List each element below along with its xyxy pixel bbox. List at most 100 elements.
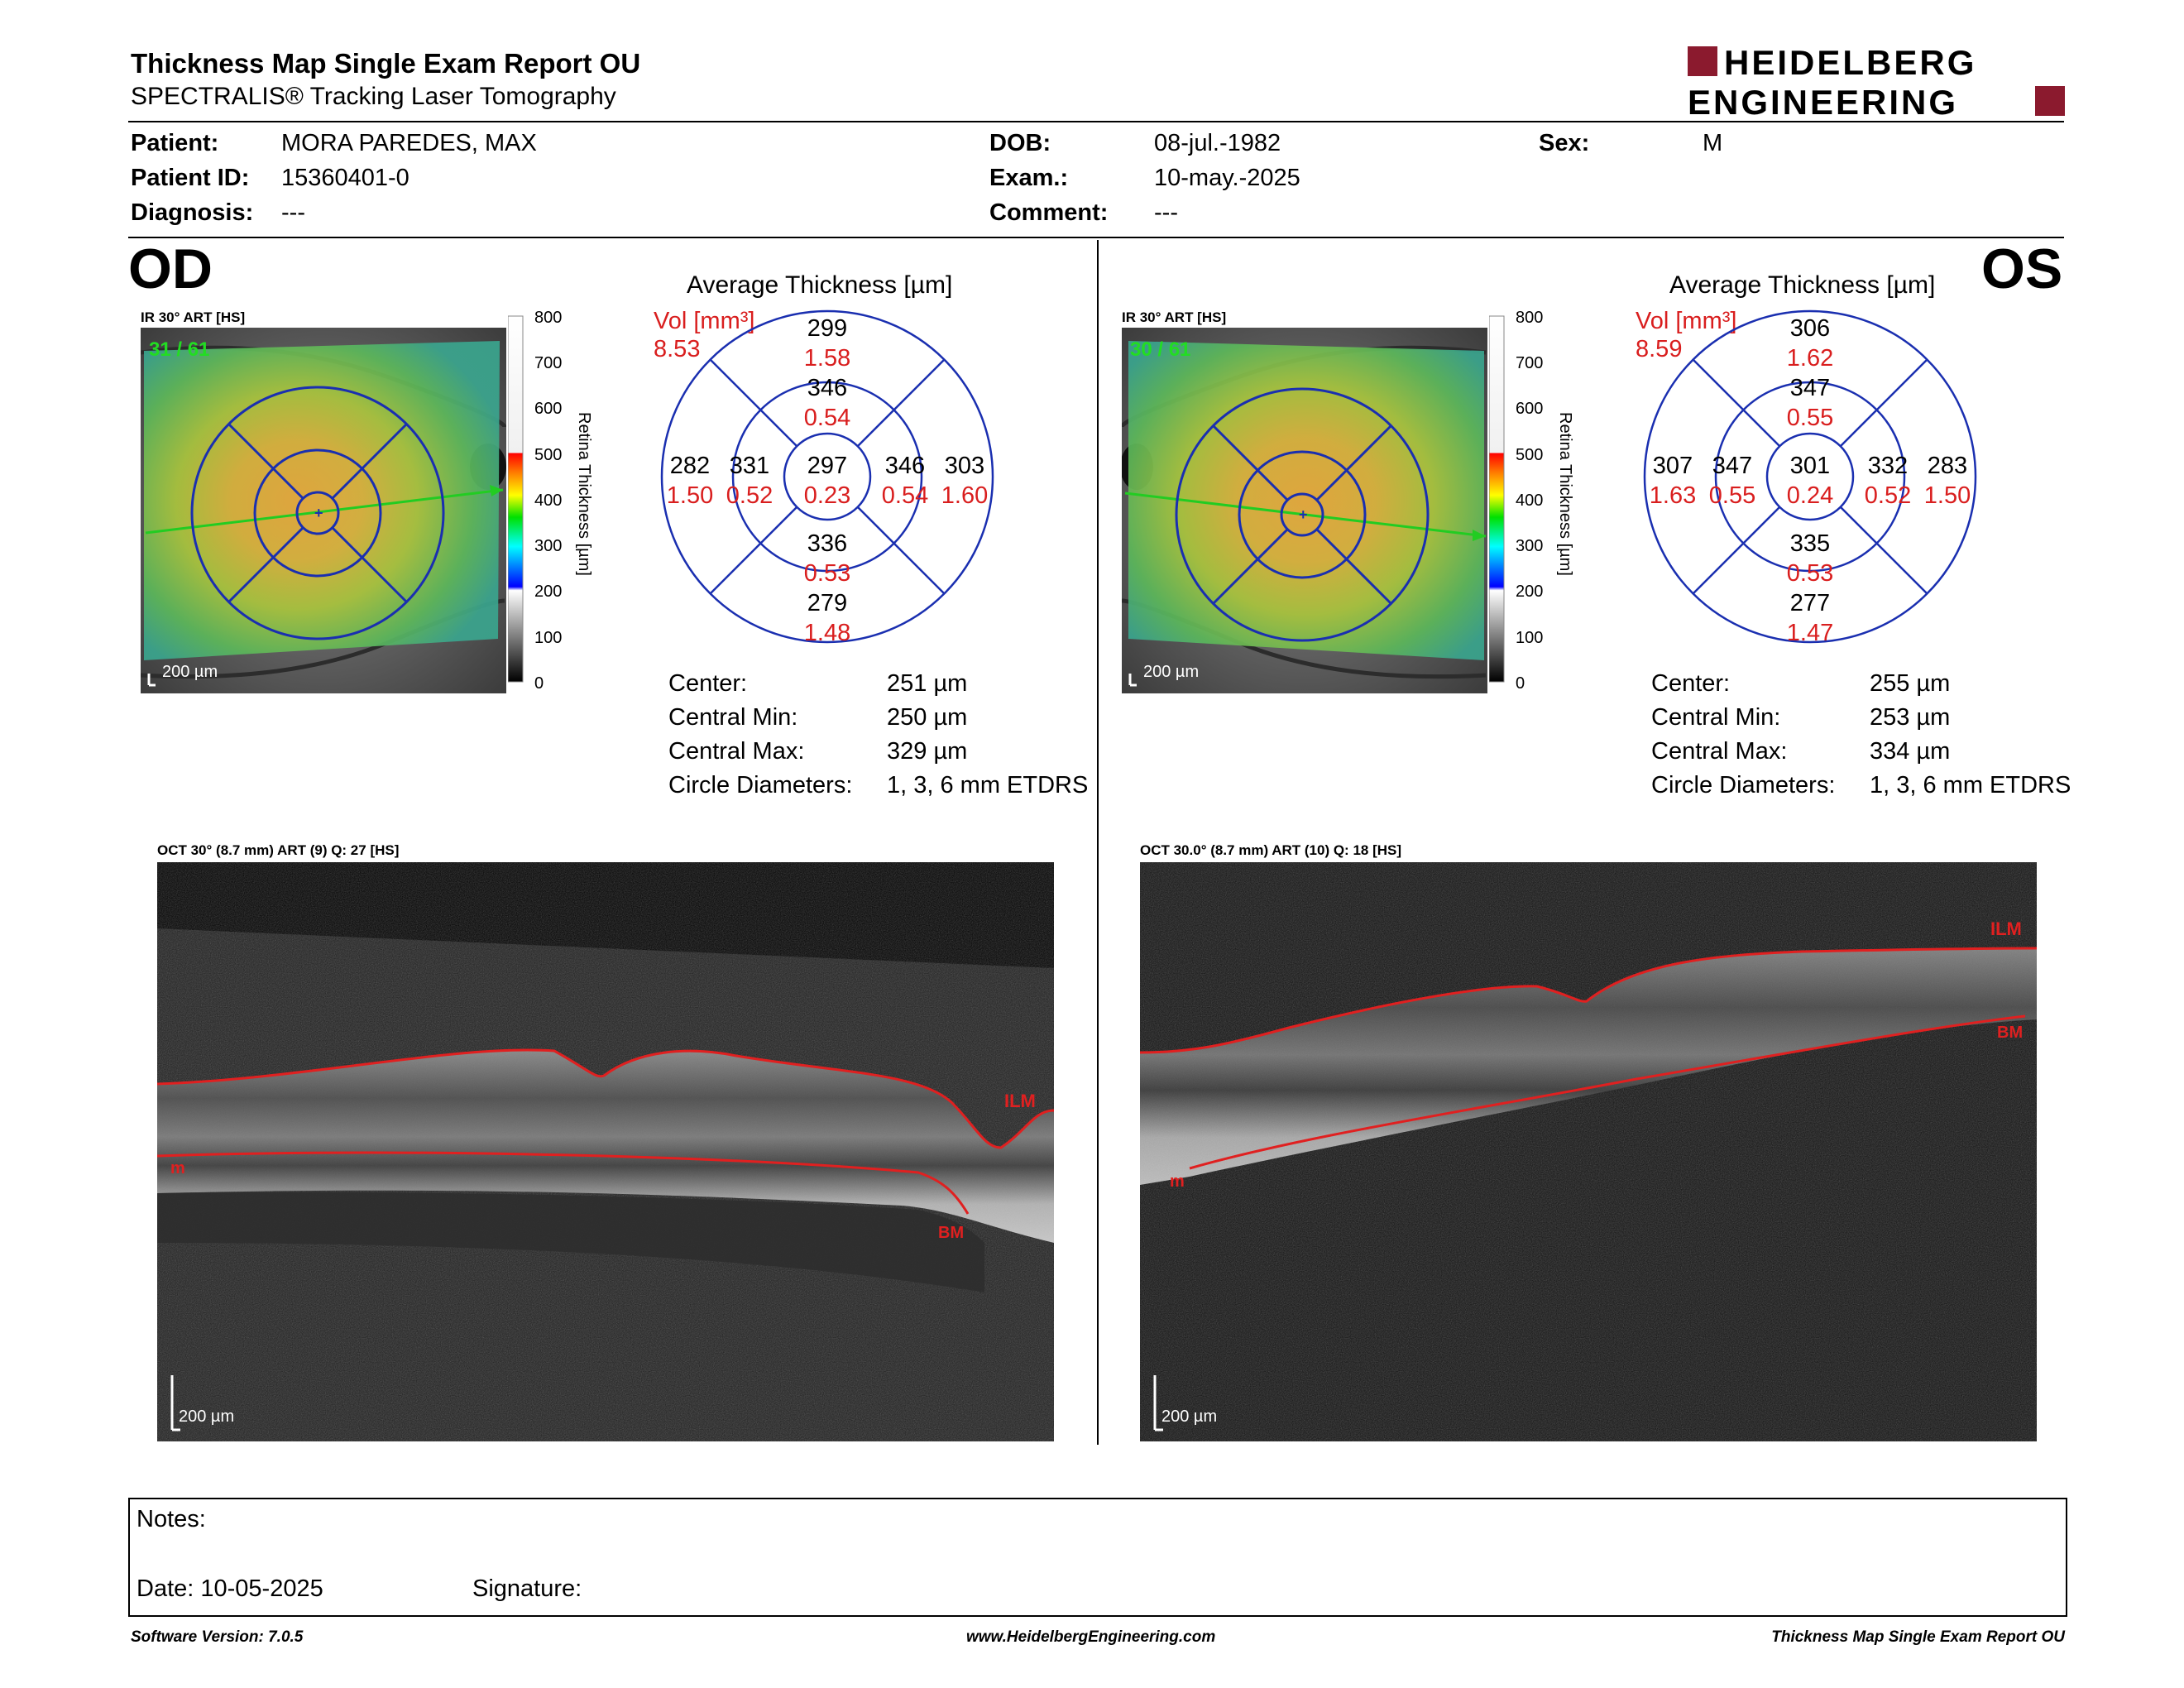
footer-report-name: Thickness Map Single Exam Report OU <box>1771 1628 2065 1646</box>
notes-box[interactable]: Notes: Date: 10-05-2025 Signature: <box>128 1498 2067 1617</box>
os-ir-counter: 30 / 61 <box>1130 338 1190 361</box>
patient-name: MORA PAREDES, MAX <box>281 130 537 156</box>
od-outer-inf-t: 279 <box>807 590 847 616</box>
os-outer-sup-v: 1.62 <box>1787 345 1833 372</box>
svg-text:100: 100 <box>1516 629 1543 647</box>
od-bm-label: BM <box>938 1224 964 1242</box>
od-oct-bscan: ILM BM m 200 µm <box>157 862 1054 1441</box>
svg-text:200: 200 <box>1516 583 1543 601</box>
os-ir-scalebar: 200 µm <box>1143 663 1199 681</box>
heidelberg-logo: HEIDELBERG ENGINEERING <box>1688 43 2065 119</box>
svg-text:0: 0 <box>534 674 544 693</box>
od-outer-left-v: 1.50 <box>667 482 713 509</box>
od-outer-inf-v: 1.48 <box>804 620 850 646</box>
os-outer-sup-t: 306 <box>1790 315 1830 342</box>
report-subtitle: SPECTRALIS® Tracking Laser Tomography <box>131 83 616 110</box>
od-min-value: 250 µm <box>887 704 968 731</box>
diagnosis-value: --- <box>281 199 305 226</box>
od-oct-scalebar: 200 µm <box>179 1407 234 1426</box>
os-inner-inf-v: 0.53 <box>1787 560 1833 587</box>
os-vol-label: Vol [mm³] <box>1636 308 1737 334</box>
signature-label: Signature: <box>472 1575 582 1602</box>
os-vol-value: 8.59 <box>1636 336 1683 362</box>
od-center-v: 0.23 <box>804 482 850 509</box>
od-inner-inf-t: 336 <box>807 530 847 557</box>
od-etdrs-grid: 299 1.58 346 0.54 297 0.23 331 0.52 346 … <box>660 309 994 646</box>
od-vol-value: 8.53 <box>654 336 701 362</box>
os-m-label: m <box>1170 1172 1185 1191</box>
od-center-t: 297 <box>807 453 847 479</box>
os-center-v: 0.24 <box>1787 482 1833 509</box>
svg-text:700: 700 <box>1516 354 1543 372</box>
os-outer-inf-v: 1.47 <box>1787 620 1833 646</box>
svg-text:+: + <box>1299 506 1308 523</box>
os-eye-label: OS <box>1981 237 2063 300</box>
os-center-t: 301 <box>1790 453 1830 479</box>
software-version: Software Version: 7.0.5 <box>131 1628 304 1646</box>
os-oct-scalebar: 200 µm <box>1161 1407 1217 1426</box>
comment-label: Comment: <box>989 199 1109 226</box>
patient-label: Patient: <box>131 130 219 156</box>
od-eye-label: OD <box>128 237 213 300</box>
os-center-value: 255 µm <box>1870 670 1951 697</box>
os-ilm-label: ILM <box>1990 918 2022 939</box>
svg-text:600: 600 <box>534 400 562 418</box>
od-outer-left-t: 282 <box>670 453 710 479</box>
eye-divider <box>1097 240 1099 1445</box>
os-diam-value: 1, 3, 6 mm ETDRS <box>1870 772 2071 798</box>
os-outer-right-v: 1.50 <box>1924 482 1971 509</box>
svg-text:400: 400 <box>1516 492 1543 510</box>
patient-id: 15360401-0 <box>281 165 410 191</box>
os-oct-bscan: ILM BM m 200 µm <box>1140 862 2037 1441</box>
os-inner-sup-t: 347 <box>1790 375 1830 401</box>
os-min-value: 253 µm <box>1870 704 1951 731</box>
svg-text:500: 500 <box>534 446 562 464</box>
od-min-label: Central Min: <box>668 704 798 731</box>
od-outer-sup-v: 1.58 <box>804 345 850 372</box>
od-diam-value: 1, 3, 6 mm ETDRS <box>887 772 1089 798</box>
os-inner-right-v: 0.52 <box>1865 482 1911 509</box>
date-label: Date: 10-05-2025 <box>136 1575 323 1602</box>
patient-id-label: Patient ID: <box>131 165 250 191</box>
os-scale-title: Retina Thickness [µm] <box>1556 412 1574 576</box>
od-ir-counter: 31 / 61 <box>149 338 209 361</box>
os-outer-right-t: 283 <box>1928 453 1967 479</box>
svg-text:700: 700 <box>534 354 562 372</box>
od-max-label: Central Max: <box>668 738 805 765</box>
svg-text:200: 200 <box>534 583 562 601</box>
od-outer-right-t: 303 <box>945 453 984 479</box>
website-link[interactable]: www.HeidelbergEngineering.com <box>966 1628 1216 1646</box>
os-min-label: Central Min: <box>1651 704 1781 731</box>
svg-text:+: + <box>314 505 323 521</box>
os-etdrs-grid: 306 1.62 347 0.55 301 0.24 347 0.55 332 … <box>1643 309 1977 646</box>
os-max-label: Central Max: <box>1651 738 1788 765</box>
svg-text:400: 400 <box>534 492 562 510</box>
od-inner-sup-t: 346 <box>807 375 847 401</box>
dob-label: DOB: <box>989 130 1051 156</box>
notes-label: Notes: <box>136 1506 206 1532</box>
os-inner-left-v: 0.55 <box>1709 482 1755 509</box>
od-ilm-label: ILM <box>1004 1091 1036 1111</box>
svg-text:100: 100 <box>534 629 562 647</box>
os-avg-title: Average Thickness [µm] <box>1669 271 1936 299</box>
sex-value: M <box>1703 130 1723 156</box>
svg-text:800: 800 <box>534 309 562 327</box>
od-inner-right-t: 346 <box>885 453 925 479</box>
os-inner-inf-t: 335 <box>1790 530 1830 557</box>
os-fundus-image: + 30 / 61 200 µm <box>1122 328 1487 693</box>
os-inner-left-t: 347 <box>1712 453 1752 479</box>
os-outer-left-v: 1.63 <box>1650 482 1696 509</box>
od-max-value: 329 µm <box>887 738 968 765</box>
sex-label: Sex: <box>1539 130 1590 156</box>
svg-text:300: 300 <box>1516 537 1543 555</box>
od-inner-left-t: 331 <box>730 453 769 479</box>
dob-value: 08-jul.-1982 <box>1154 130 1281 156</box>
os-inner-sup-v: 0.55 <box>1787 405 1833 431</box>
comment-value: --- <box>1154 199 1178 226</box>
od-inner-sup-v: 0.54 <box>804 405 850 431</box>
diagnosis-label: Diagnosis: <box>131 199 254 226</box>
exam-value: 10-may.-2025 <box>1154 165 1300 191</box>
svg-text:600: 600 <box>1516 400 1543 418</box>
svg-text:300: 300 <box>534 537 562 555</box>
os-diam-label: Circle Diameters: <box>1651 772 1836 798</box>
